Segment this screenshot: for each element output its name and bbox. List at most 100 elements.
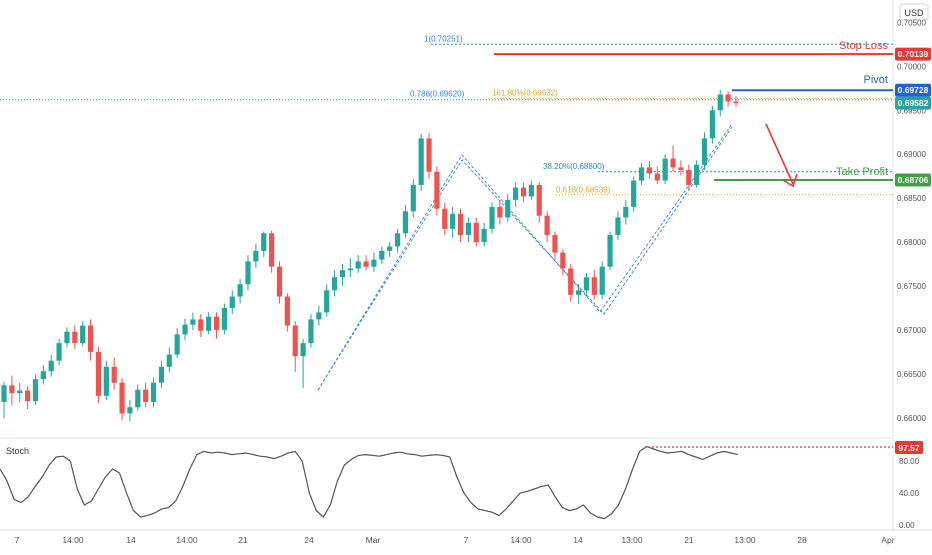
candle: [253, 243, 259, 269]
price-tick-label: 0.68000: [897, 238, 926, 247]
candle-body: [213, 316, 220, 330]
candle: [410, 178, 416, 218]
candle: [599, 261, 605, 300]
candle-body: [623, 206, 629, 218]
candle: [536, 182, 542, 223]
candle-body: [646, 167, 653, 174]
candle-body: [568, 268, 574, 295]
candle-body: [662, 158, 668, 181]
time-tick-label: 14:00: [62, 535, 84, 545]
candle-body: [253, 250, 259, 262]
candle: [174, 328, 180, 359]
stoch-tick-label: 0.00: [899, 521, 915, 530]
candle: [269, 230, 275, 273]
candle: [316, 305, 322, 326]
candle-body: [166, 354, 172, 367]
candle: [1, 381, 7, 419]
candle: [426, 133, 432, 179]
currency-label: USD: [904, 8, 924, 18]
candle-body: [552, 235, 558, 253]
candle-body: [638, 167, 645, 181]
candle: [363, 255, 369, 271]
price-tick-label: 0.67000: [897, 326, 926, 335]
down-arrow: [765, 123, 798, 188]
pivot-tag-text: 0.69728: [898, 85, 929, 95]
candle: [473, 217, 479, 247]
candle-body: [536, 184, 542, 216]
candle-body: [276, 266, 283, 297]
candle: [111, 358, 117, 390]
candle-body: [324, 290, 330, 313]
candle-body: [489, 206, 495, 229]
candle-body: [284, 296, 290, 326]
currency-button[interactable]: USD: [899, 3, 929, 21]
candle: [615, 211, 621, 241]
candle-body: [442, 208, 448, 229]
candle-body: [560, 252, 566, 269]
candle: [17, 382, 23, 402]
candle: [221, 303, 227, 335]
candle-body: [237, 284, 243, 297]
candle: [528, 180, 534, 200]
candle: [135, 384, 141, 411]
candle: [520, 182, 527, 202]
candle: [229, 290, 235, 315]
candle: [575, 284, 582, 304]
candle: [72, 325, 78, 350]
candle: [261, 231, 267, 258]
candle-body: [40, 371, 46, 380]
candle-body: [32, 379, 39, 402]
candle-body: [686, 170, 692, 185]
candle: [127, 400, 133, 422]
candle: [355, 255, 361, 273]
candle: [394, 228, 401, 253]
candle-body: [465, 222, 471, 236]
candle-body: [583, 277, 590, 291]
candle: [662, 154, 668, 185]
candle: [481, 222, 487, 247]
candle-body: [174, 334, 180, 355]
candle: [457, 208, 464, 243]
candle: [418, 133, 424, 192]
candle-body: [119, 382, 125, 414]
candle-body: [229, 296, 235, 308]
candle-body: [575, 290, 582, 295]
time-tick-label: Mar: [366, 535, 381, 545]
pattern-inner: [317, 126, 733, 391]
candle: [694, 160, 700, 188]
candle-body: [457, 213, 464, 236]
candle-body: [87, 325, 94, 352]
candle: [387, 242, 393, 258]
candle-body: [450, 213, 456, 229]
candle-body: [528, 184, 534, 197]
pivot-label: Pivot: [864, 74, 888, 86]
candle: [607, 231, 613, 271]
candle-body: [599, 266, 605, 295]
ret-0618-label: 0.618(0.68539): [556, 186, 611, 195]
candle: [276, 261, 283, 304]
time-tick-label: 13:00: [734, 535, 756, 545]
candle-body: [363, 261, 369, 267]
stoch-tick-label: 40.00: [899, 489, 920, 498]
fib-lines: [0, 43, 893, 196]
candle-body: [261, 233, 267, 251]
candle-body: [678, 167, 684, 171]
candle-body: [80, 325, 86, 344]
candle: [631, 176, 637, 212]
time-tick-label: 28: [797, 535, 807, 545]
candle: [638, 162, 645, 185]
last-price-tag: 0.69582: [895, 96, 931, 110]
time-tick-label: 24: [304, 535, 314, 545]
candle: [544, 211, 550, 243]
candle-body: [379, 250, 385, 260]
candle: [450, 206, 456, 238]
candle-body: [64, 331, 70, 344]
candle-body: [520, 187, 527, 197]
candle: [119, 378, 125, 421]
candle: [505, 193, 511, 222]
candle: [64, 327, 70, 348]
candle: [646, 161, 653, 179]
candle: [670, 145, 676, 172]
candlesticks: [1, 90, 739, 422]
